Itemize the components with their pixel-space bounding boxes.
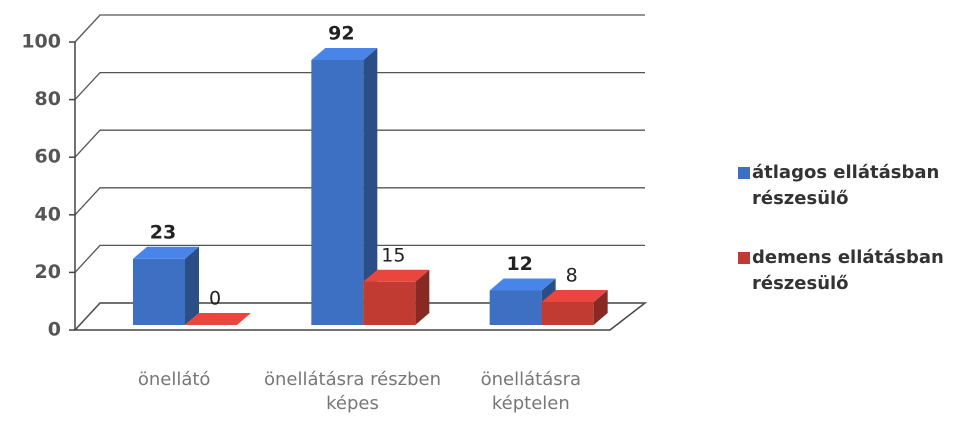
y-tick-label: 40 — [35, 203, 61, 225]
y-tick-label: 100 — [21, 31, 61, 53]
grid-line — [74, 129, 645, 158]
x-tick-label: önellátásra részben képes — [264, 369, 441, 414]
bar — [185, 313, 251, 325]
bar-front — [133, 258, 185, 325]
grid-line — [74, 14, 645, 43]
bar-top — [541, 289, 608, 302]
legend-swatch — [738, 252, 750, 264]
bar-front — [541, 301, 594, 325]
grid-line — [74, 71, 645, 101]
y-tick-label: 20 — [35, 261, 61, 283]
bar — [541, 289, 608, 325]
bar-top — [489, 278, 556, 291]
legend-swatch — [738, 167, 750, 179]
x-tick-label: önellátó — [137, 369, 211, 390]
bar — [363, 269, 430, 325]
grid-line — [74, 244, 645, 273]
bar-side — [593, 289, 608, 325]
y-tick-label: 0 — [48, 319, 61, 341]
legend-label: átlagos ellátásban részesülő — [752, 162, 940, 209]
bar-side — [185, 246, 199, 325]
data-label: 23 — [150, 221, 176, 243]
bar-top — [311, 48, 378, 61]
y-tick-label: 80 — [35, 88, 61, 110]
data-label: 92 — [328, 23, 354, 45]
bar-front — [363, 281, 416, 325]
bar-side — [363, 48, 378, 325]
bar-top — [185, 313, 251, 325]
grid-line — [74, 187, 645, 216]
legend-label: demens ellátásban részesülő — [752, 247, 944, 294]
bar-top — [133, 246, 199, 259]
bar — [133, 246, 199, 325]
bar — [311, 48, 378, 325]
bar-side — [415, 269, 430, 325]
data-label: 12 — [506, 253, 532, 275]
bar-front — [489, 290, 542, 325]
bar-front — [311, 60, 364, 325]
data-label: 0 — [209, 288, 221, 310]
grid-line — [74, 302, 645, 331]
data-label: 15 — [381, 244, 405, 266]
y-tick-label: 60 — [35, 146, 61, 168]
bar-top — [363, 269, 430, 282]
data-label: 8 — [566, 264, 578, 286]
x-tick-label: önellátásra képtelen — [480, 369, 582, 414]
